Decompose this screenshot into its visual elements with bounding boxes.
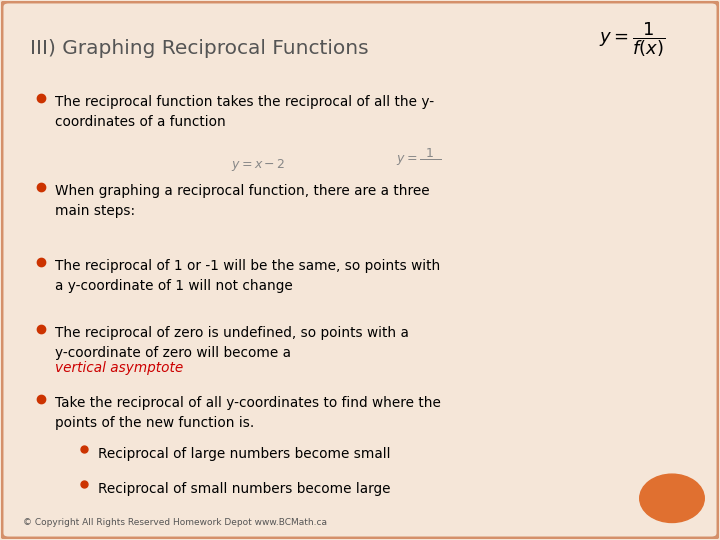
Text: © Copyright All Rights Reserved Homework Depot www.BCMath.ca: © Copyright All Rights Reserved Homework… xyxy=(23,518,327,527)
Text: Reciprocal of large numbers become small: Reciprocal of large numbers become small xyxy=(98,447,391,461)
Text: $y = \dfrac{1}{\;\;\;\;\;\;}$: $y = \dfrac{1}{\;\;\;\;\;\;}$ xyxy=(396,146,441,168)
Text: The reciprocal of 1 or -1 will be the same, so points with
a y-coordinate of 1 w: The reciprocal of 1 or -1 will be the sa… xyxy=(55,259,441,293)
Text: $y = \dfrac{1}{f(x)}$: $y = \dfrac{1}{f(x)}$ xyxy=(600,20,666,59)
Text: Take the reciprocal of all y-coordinates to find where the
points of the new fun: Take the reciprocal of all y-coordinates… xyxy=(55,396,441,430)
Text: $y = x - 2$: $y = x - 2$ xyxy=(231,157,285,173)
Text: vertical asymptote: vertical asymptote xyxy=(55,361,184,375)
Text: Reciprocal of small numbers become large: Reciprocal of small numbers become large xyxy=(98,482,391,496)
Circle shape xyxy=(639,474,704,523)
Text: When graphing a reciprocal function, there are a three
main steps:: When graphing a reciprocal function, the… xyxy=(55,184,430,218)
Text: The reciprocal function takes the reciprocal of all the y-
coordinates of a func: The reciprocal function takes the recipr… xyxy=(55,96,434,129)
Text: The reciprocal of zero is undefined, so points with a
y-coordinate of zero will : The reciprocal of zero is undefined, so … xyxy=(55,326,409,360)
Text: III) Graphing Reciprocal Functions: III) Graphing Reciprocal Functions xyxy=(30,39,369,58)
